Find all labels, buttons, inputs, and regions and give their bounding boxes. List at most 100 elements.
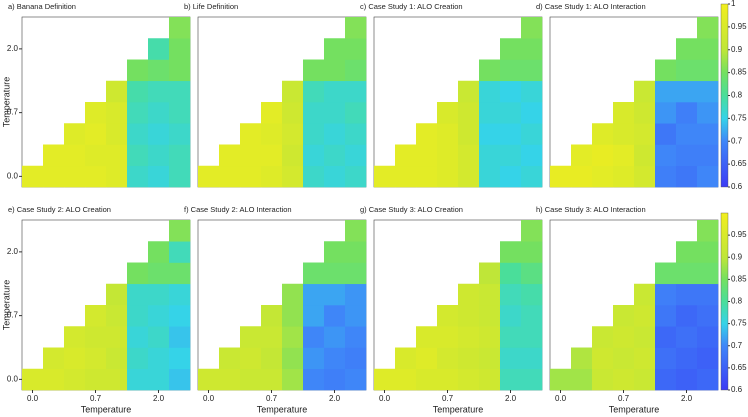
heatmap-cell <box>395 368 417 391</box>
heatmap-cell <box>479 59 501 82</box>
colorbar-tick-label: 0.9 <box>731 252 743 261</box>
heatmap-cell <box>148 123 170 145</box>
heatmap-cell <box>127 347 149 370</box>
x-tick-label: 0.7 <box>618 394 630 403</box>
heatmap-cell <box>106 368 128 391</box>
heatmap-cell <box>613 326 635 348</box>
heatmap-cell <box>148 80 170 103</box>
colorbar-tick-label: 0.85 <box>731 274 747 283</box>
heatmap-cell <box>127 80 149 103</box>
heatmap-cell <box>676 326 698 348</box>
heatmap-cell <box>303 165 325 188</box>
heatmap-cell <box>345 262 367 285</box>
heatmap-cell <box>416 165 438 188</box>
heatmap-cell <box>303 123 325 145</box>
heatmap-cell <box>198 165 220 188</box>
heatmap-cell <box>437 123 459 145</box>
heatmap-cell <box>127 305 149 327</box>
y-tick-label: 2.0 <box>7 247 19 256</box>
heatmap-cell <box>324 241 346 263</box>
heatmap-cell <box>169 38 191 60</box>
heatmap-cell <box>324 262 346 285</box>
heatmap-cell <box>324 144 346 167</box>
heatmap-cell <box>521 59 543 82</box>
heatmap-cell <box>219 347 241 370</box>
heatmap-cell <box>106 102 128 124</box>
heatmap-cell <box>282 144 304 167</box>
heatmap-cell <box>655 305 677 327</box>
heatmap-cell <box>106 305 128 327</box>
heatmap-cell <box>282 368 304 391</box>
heatmap-cell <box>345 59 367 82</box>
heatmap-cell <box>127 123 149 145</box>
heatmap-cell <box>655 283 677 306</box>
heatmap-cell <box>106 283 128 306</box>
heatmap-cell <box>261 165 283 188</box>
heatmap-cell <box>697 305 719 327</box>
heatmap-cell <box>634 305 656 327</box>
x-tick-label: 0.0 <box>203 394 215 403</box>
heatmap-cell <box>169 262 191 285</box>
heatmap-cell <box>676 347 698 370</box>
heatmap-cell <box>240 144 262 167</box>
heatmap-cell <box>500 305 522 327</box>
heatmap-cell <box>592 347 614 370</box>
heatmap-cell <box>22 368 44 391</box>
heatmap-cell <box>500 165 522 188</box>
heatmap-cell <box>240 165 262 188</box>
colorbar-tick-label: 0.75 <box>731 113 747 122</box>
heatmap-cell <box>437 102 459 124</box>
colorbar-tick-label: 0.6 <box>731 182 743 191</box>
heatmap-cell <box>64 144 86 167</box>
heatmap-cell <box>324 283 346 306</box>
heatmap-cell <box>458 80 480 103</box>
heatmap-cell <box>500 144 522 167</box>
heatmap-cell <box>521 123 543 145</box>
colorbar-tick-label: 0.95 <box>731 22 747 31</box>
heatmap-cell <box>303 368 325 391</box>
heatmap-cell <box>169 80 191 103</box>
heatmap-cell <box>634 102 656 124</box>
heatmap-cell <box>634 326 656 348</box>
heatmap-cell <box>500 38 522 60</box>
heatmap-cell <box>85 144 107 167</box>
heatmap-cell <box>148 326 170 348</box>
heatmap-cell <box>521 102 543 124</box>
heatmap-cell <box>303 59 325 82</box>
heatmap-cell <box>240 368 262 391</box>
heatmap-cell <box>697 102 719 124</box>
heatmap-cell <box>571 144 593 167</box>
heatmap-cell <box>437 326 459 348</box>
heatmap-cell <box>148 102 170 124</box>
heatmap-cell <box>345 38 367 60</box>
heatmap-cell <box>592 368 614 391</box>
x-tick-label: 0.0 <box>27 394 39 403</box>
heatmap-cell <box>324 305 346 327</box>
heatmap-cell <box>395 347 417 370</box>
heatmap-cell <box>416 144 438 167</box>
heatmap-cell <box>613 123 635 145</box>
heatmap-cell <box>345 165 367 188</box>
heatmap-cell <box>676 305 698 327</box>
heatmap-cell <box>148 283 170 306</box>
heatmap-cell <box>479 102 501 124</box>
heatmap-cell <box>43 368 65 391</box>
panel-title: h) Case Study 3: ALO Interaction <box>536 205 646 214</box>
heatmap-cell <box>106 165 128 188</box>
heatmap-cell <box>148 38 170 60</box>
heatmap-cell <box>64 123 86 145</box>
heatmap-cell <box>85 368 107 391</box>
heatmap-cell <box>261 326 283 348</box>
heatmap-cell <box>697 144 719 167</box>
heatmap-cell <box>345 283 367 306</box>
y-tick-label: 0.7 <box>7 108 19 117</box>
heatmap-cell <box>148 165 170 188</box>
heatmap-cell <box>592 165 614 188</box>
heatmap-cell <box>458 305 480 327</box>
heatmap-cell <box>240 123 262 145</box>
colorbar-tick-label: 0.8 <box>731 91 743 100</box>
heatmap-cell <box>655 80 677 103</box>
heatmap-cell <box>324 123 346 145</box>
heatmap-cell <box>324 38 346 60</box>
colorbar-tick-label: 0.7 <box>731 341 743 350</box>
